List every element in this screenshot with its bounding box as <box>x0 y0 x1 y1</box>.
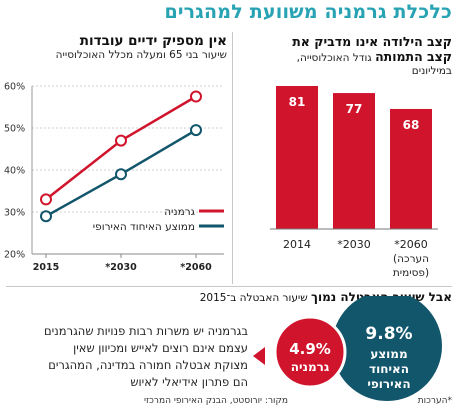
eu-unemployment-value: 9.8% <box>365 324 412 344</box>
bar-category-note: פסימית) <box>393 267 429 279</box>
eu-label-line1: ממוצע <box>370 347 407 361</box>
y-tick-label: 30% <box>4 208 25 219</box>
bar-category-label: *2030 <box>337 238 371 251</box>
line-section-header: אין מספיק ידיים עובדות שיעור בני 65 ומעל… <box>6 34 227 62</box>
bar-category-label: 2014 <box>283 238 311 251</box>
series-point <box>115 168 127 181</box>
line-chart: 20% 30% 40% 50% 60% 2015 *2030 *2060 גרמניה ממו… <box>4 82 224 273</box>
footer-source: מקור: יורוסטט, הבנק האירופי המרכזי <box>144 396 288 406</box>
legend-label: ממוצע האיחוד האירופי <box>93 221 195 233</box>
bar-value-label: 77 <box>346 102 363 116</box>
series-line-0 <box>45 95 197 201</box>
bar-1 <box>333 93 375 229</box>
line-section-title: אין מספיק ידיים עובדות <box>79 33 227 49</box>
y-tick-label: 20% <box>4 250 25 261</box>
eu-label-line2: האיחוד <box>369 362 409 376</box>
y-tick-label: 50% <box>4 124 25 135</box>
section-divider <box>232 32 233 284</box>
footer-note: *הערכות <box>417 396 452 406</box>
series-point <box>40 193 52 206</box>
page-headline: כלכלת גרמניה משוועת למהגרים <box>164 1 452 23</box>
series-point <box>40 210 52 223</box>
x-tick-label: *2060 <box>180 262 212 273</box>
germany-label: גרמניה <box>291 360 330 374</box>
germany-unemployment-bubble <box>273 315 347 389</box>
bar-section-title-line1: קצב הילודה אינו מדביק את <box>292 34 452 49</box>
bar-section-title-rest: גודל האוכלוסייה, <box>296 52 376 64</box>
eu-label-line3: האירופי <box>367 377 410 391</box>
series-point <box>115 134 127 147</box>
paragraph-line: הם פתרון אידיאלי לאיוש <box>130 375 248 389</box>
series-point <box>190 124 202 137</box>
bar-section-header: קצב הילודה אינו מדביק את קצב התמותה גודל… <box>252 34 452 78</box>
eu-unemployment-bubble <box>332 296 442 401</box>
pointer-arrow-icon <box>253 347 265 365</box>
bar-category-label: *2060 <box>394 238 428 251</box>
paragraph-line: מצוקת אבטלה חמורה במדינה, המהגרים <box>48 358 248 372</box>
unemployment-bubbles: 9.8% ממוצע האיחוד האירופי 4.9% גרמניה <box>273 296 442 401</box>
bar-chart: 81 77 68 2014 *2030 *2060 (הערכה פסימית) <box>270 86 438 279</box>
y-tick-label: 60% <box>4 82 25 93</box>
bar-0 <box>276 86 318 229</box>
unemployment-paragraph: בגרמניה יש משרות רבות פנויות שהגרמנים עצ… <box>8 323 248 391</box>
y-tick-label: 40% <box>4 166 25 177</box>
bar-value-label: 68 <box>403 118 420 132</box>
legend-label: גרמניה <box>164 206 195 218</box>
germany-unemployment-value: 4.9% <box>289 340 331 358</box>
bar-section-title-line3: במיליונים <box>411 65 452 77</box>
series-point <box>190 90 202 103</box>
paragraph-line: עצמם אינם רוצים לאייש ומכיוון שאין <box>73 341 248 355</box>
line-section-subtitle: שיעור בני 65 ומעלה מכלל האוכלוסייה <box>55 49 227 61</box>
unemployment-title-rest: שיעור האבטלה ב־2015 <box>199 292 312 304</box>
bar-section-title-bold: קצב התמותה <box>375 49 452 64</box>
paragraph-line: בגרמניה יש משרות רבות פנויות שהגרמנים <box>43 324 248 338</box>
bottom-divider <box>6 286 452 287</box>
bar-category-note: (הערכה <box>393 253 429 265</box>
bar-2 <box>390 108 432 229</box>
x-tick-label: *2030 <box>105 262 137 273</box>
bar-value-label: 81 <box>289 95 306 109</box>
x-tick-label: 2015 <box>33 262 59 273</box>
